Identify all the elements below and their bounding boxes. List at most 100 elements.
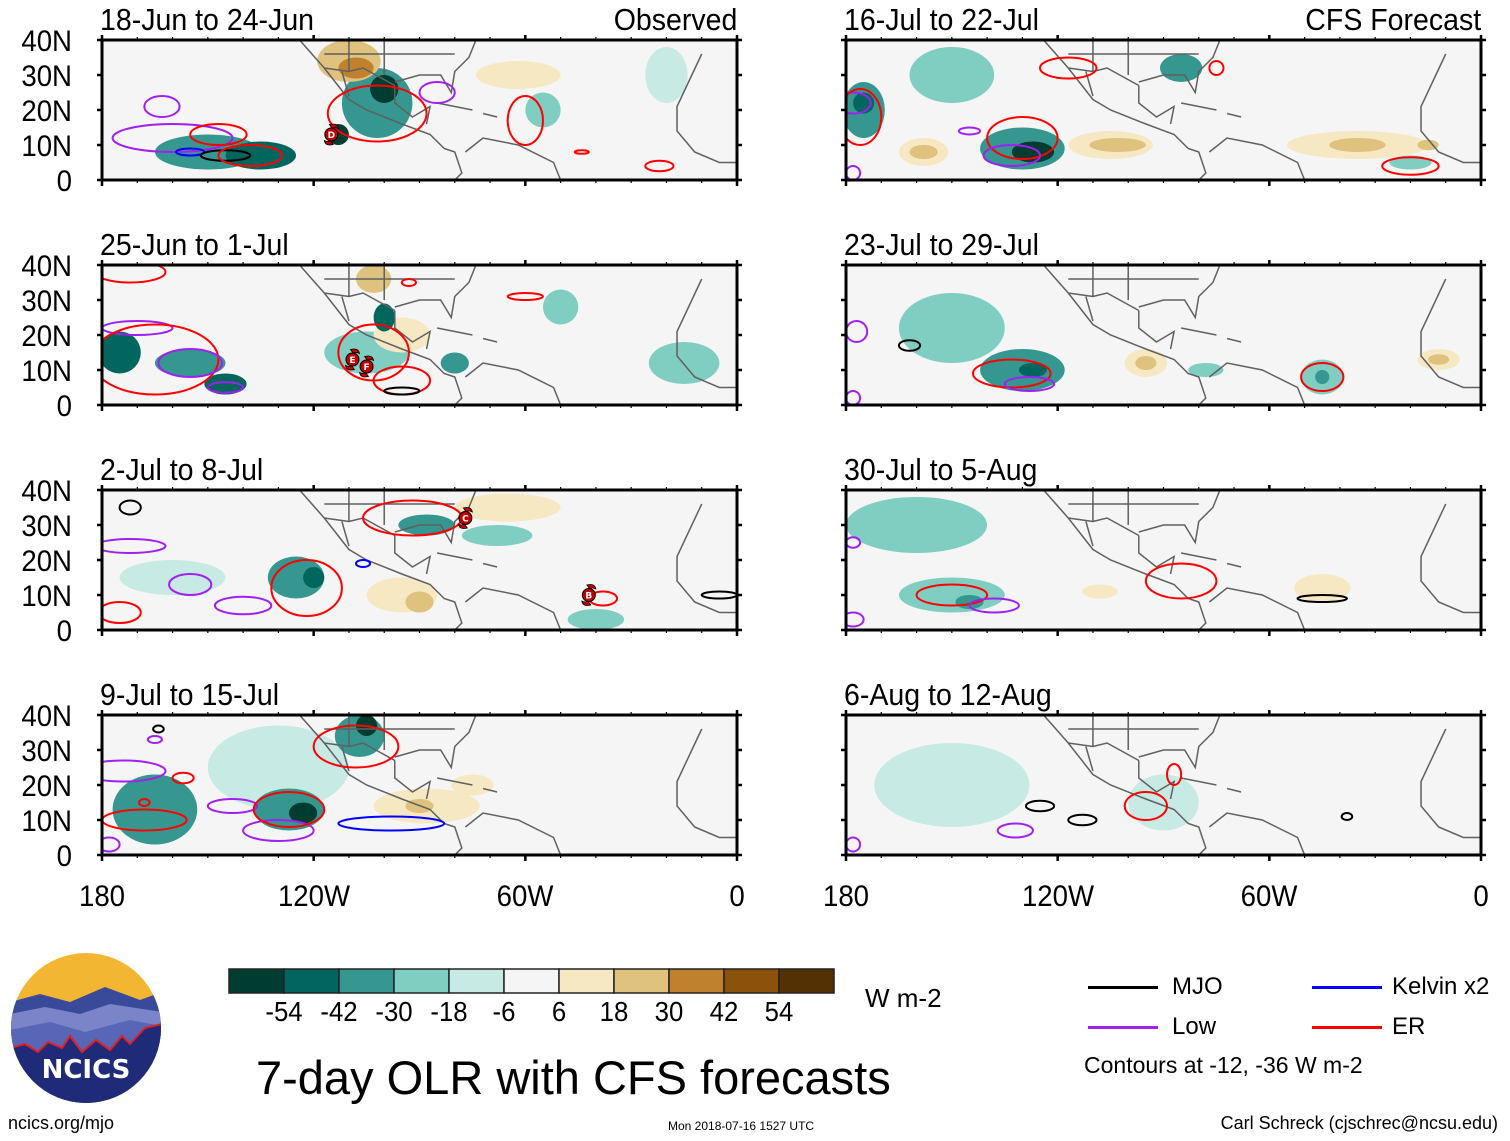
- colorbar-swatch: [448, 968, 505, 994]
- tropical-storm-icon: C: [457, 507, 473, 529]
- panel-title: 9-Jul to 15-Jul: [100, 677, 280, 712]
- contour-er: [644, 159, 675, 173]
- olr-anomaly-region: [451, 774, 494, 796]
- olr-anomaly-region: [909, 47, 995, 103]
- olr-anomaly-region: [338, 57, 374, 79]
- coastline: [298, 490, 737, 630]
- panel-title: 6-Aug to 12-Aug: [844, 677, 1052, 712]
- olr-anomaly-region: [440, 352, 469, 374]
- olr-anomaly-region: [303, 567, 325, 588]
- colorbar-swatch: [723, 968, 780, 994]
- coastline: [1042, 715, 1481, 855]
- olr-anomaly-region: [225, 141, 297, 170]
- contour-kelvin: [337, 815, 446, 832]
- contour-low: [418, 81, 456, 104]
- map-panel-fc2: [841, 260, 1486, 411]
- contour-er: [217, 144, 283, 167]
- contour-low: [143, 95, 181, 118]
- y-tick-label: 30N: [21, 735, 72, 768]
- contour-er: [102, 601, 142, 624]
- colorbar-tick-label: 18: [599, 996, 629, 1027]
- colorbar-tick-label: -6: [492, 996, 516, 1027]
- olr-anomaly-region: [1011, 141, 1055, 163]
- storm-letter: E: [349, 356, 355, 366]
- contour-er: [171, 771, 195, 785]
- contour-mjo: [199, 149, 252, 162]
- olr-anomaly-region: [472, 722, 614, 778]
- ncics-logo: NCICS: [11, 953, 161, 1103]
- y-tick-label: 40N: [21, 250, 72, 283]
- contour-er: [400, 278, 417, 287]
- olr-anomaly-region: [1417, 139, 1439, 151]
- contour-note: Contours at -12, -36 W m-2: [1084, 1052, 1363, 1078]
- contour-low: [102, 836, 121, 853]
- olr-anomaly-region: [137, 497, 279, 553]
- legend-label-low: Low: [1172, 1013, 1217, 1040]
- olr-anomaly-region: [1329, 138, 1386, 152]
- contour-low: [846, 91, 872, 115]
- panel-title: 18-Jun to 24-Jun: [100, 2, 315, 37]
- contour-er: [102, 265, 167, 284]
- olr-anomaly-region: [648, 342, 720, 384]
- contour-low: [846, 320, 869, 343]
- olr-anomaly-region: [898, 293, 1005, 363]
- panel-title: 30-Jul to 5-Aug: [844, 452, 1038, 487]
- panel-title: 2-Jul to 8-Jul: [100, 452, 264, 487]
- colorbar-swatch: [668, 968, 725, 994]
- author-credit: Carl Schreck (cjschrec@ncsu.edu): [1220, 1113, 1498, 1133]
- olr-anomaly-region: [645, 47, 688, 103]
- olr-anomaly-region: [909, 145, 938, 159]
- contour-low: [1003, 376, 1056, 392]
- contour-er: [1208, 60, 1225, 76]
- olr-anomaly-region: [1082, 584, 1118, 599]
- contour-er: [270, 559, 343, 617]
- olr-anomaly-region: [190, 296, 332, 339]
- olr-anomaly-region: [1389, 155, 1432, 170]
- contour-low: [957, 126, 982, 136]
- x-tick-label: 60W: [1240, 880, 1298, 913]
- colorbar: [228, 968, 835, 994]
- panel-title: 23-Jul to 29-Jul: [844, 227, 1039, 262]
- coastline: [298, 715, 737, 855]
- x-tick-label: 120W: [277, 880, 350, 913]
- map-panel-obs3: CB: [97, 485, 742, 636]
- y-tick-label: 20N: [21, 545, 72, 578]
- y-tick-label: 0: [56, 165, 72, 198]
- y-tick-label: 30N: [21, 285, 72, 318]
- legend-line-er: [1312, 1026, 1382, 1029]
- contour-low: [213, 595, 273, 616]
- y-tick-label: 40N: [21, 25, 72, 58]
- contour-mjo: [152, 724, 165, 734]
- contour-mjo: [1067, 813, 1098, 827]
- contour-low: [846, 165, 862, 180]
- y-tick-label: 20N: [21, 95, 72, 128]
- ncics-url[interactable]: ncics.org/mjo: [8, 1113, 115, 1133]
- tropical-storm-icon: F: [359, 355, 375, 378]
- olr-anomaly-region: [204, 373, 247, 395]
- contour-low: [111, 123, 234, 153]
- contour-er: [102, 808, 188, 832]
- colorbar-swatch: [228, 968, 285, 994]
- y-tick-label: 20N: [21, 320, 72, 353]
- contour-er: [506, 292, 544, 301]
- contour-low: [968, 597, 1020, 614]
- olr-anomaly-region: [1128, 774, 1199, 831]
- contour-er: [846, 88, 883, 146]
- contour-er: [986, 116, 1059, 160]
- coastline: [1042, 490, 1481, 630]
- contour-mjo: [897, 339, 922, 352]
- contour-low: [846, 836, 862, 853]
- olr-anomaly-region: [1124, 715, 1168, 736]
- colorbar-swatch: [503, 968, 560, 994]
- contour-er: [1166, 763, 1183, 786]
- contour-kelvin: [354, 559, 372, 568]
- x-tick-label: 180: [822, 880, 870, 913]
- tropical-storm-icon: E: [344, 348, 360, 371]
- map-panel-obs2: EF: [97, 260, 742, 411]
- coastline: [1042, 40, 1481, 180]
- storm-letter: B: [585, 592, 592, 602]
- contour-er: [252, 791, 326, 828]
- olr-anomaly-region: [542, 106, 649, 149]
- contour-er: [573, 149, 590, 155]
- olr-anomaly-region: [102, 331, 141, 374]
